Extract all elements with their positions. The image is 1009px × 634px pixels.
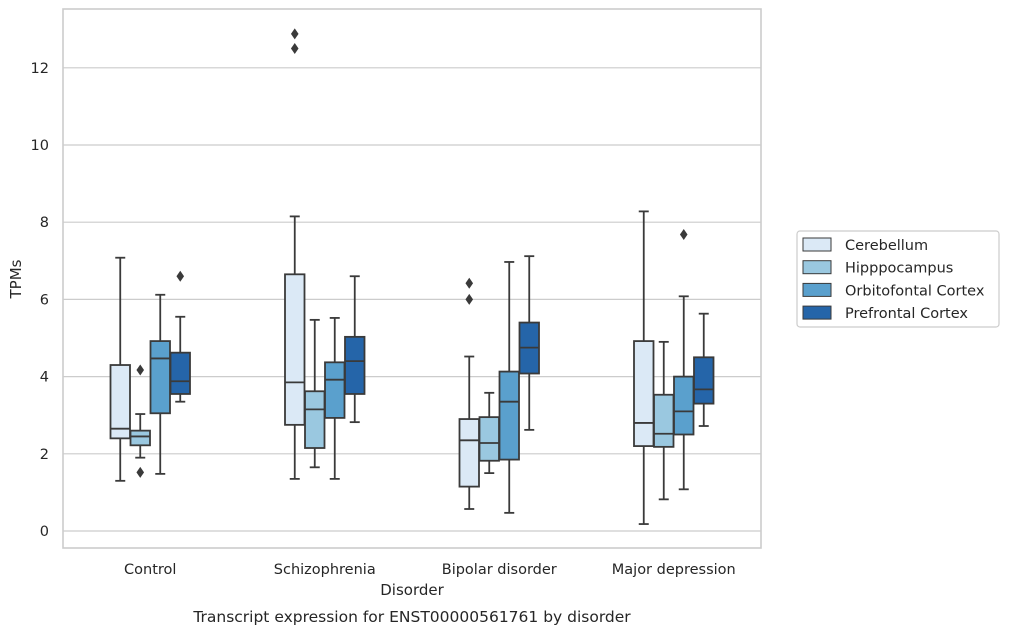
box-plot xyxy=(633,210,655,525)
legend-swatch xyxy=(802,305,832,320)
box-plot xyxy=(304,318,326,469)
box xyxy=(498,370,520,461)
legend-label: Cerebellum xyxy=(845,238,928,254)
legend-frame xyxy=(796,230,1000,328)
outlier-marker xyxy=(465,293,474,305)
box-plot xyxy=(109,256,131,482)
legend[interactable]: Cerebellum Hipppocampus Orbitofontal Corte… xyxy=(796,230,1000,328)
box-plot xyxy=(693,312,715,427)
box xyxy=(109,364,131,440)
x-tick-label: Major depression xyxy=(612,562,736,578)
box xyxy=(673,375,695,436)
box xyxy=(344,335,366,395)
outlier-marker xyxy=(176,270,185,282)
box-plot xyxy=(673,229,695,491)
box-plot xyxy=(169,270,191,403)
x-tick-label: Schizophrenia xyxy=(274,562,376,578)
plot-frame xyxy=(62,8,762,549)
box-plot xyxy=(478,391,500,475)
legend-label: Prefrontal Cortex xyxy=(845,306,968,322)
outlier-marker xyxy=(136,466,145,478)
legend-swatch xyxy=(802,260,832,275)
box xyxy=(169,351,191,395)
box-series xyxy=(109,28,715,525)
chart-title: Transcript expression for ENST0000056176… xyxy=(192,608,631,626)
y-tick-label: 0 xyxy=(40,524,49,540)
box xyxy=(693,356,715,405)
x-axis-label: Disorder xyxy=(380,581,444,599)
box-plot xyxy=(149,293,171,475)
box-plot xyxy=(129,364,151,478)
box xyxy=(304,390,326,449)
box xyxy=(149,340,171,415)
y-tick-label: 12 xyxy=(31,61,49,77)
y-tick-label: 4 xyxy=(40,370,49,386)
legend-swatch xyxy=(802,282,832,297)
box xyxy=(324,361,346,419)
legend-swatch xyxy=(802,237,832,252)
y-tick-label: 6 xyxy=(40,292,49,308)
y-tick-labels: 0 2 4 6 8 10 12 xyxy=(31,61,49,540)
box-plot xyxy=(498,261,520,514)
outlier-marker xyxy=(679,229,688,241)
box-plot xyxy=(458,277,480,510)
legend-label: Hipppocampus xyxy=(845,261,953,277)
box-plot xyxy=(344,275,366,424)
outlier-marker xyxy=(136,364,145,376)
gridlines xyxy=(63,67,761,532)
outlier-marker xyxy=(290,28,299,40)
box-plot xyxy=(284,28,306,480)
box xyxy=(458,418,480,488)
outlier-marker xyxy=(465,277,474,289)
box-plot xyxy=(324,317,346,480)
legend-label: Orbitofontal Cortex xyxy=(845,283,985,299)
box xyxy=(284,273,306,426)
box-plot xyxy=(653,340,675,501)
outlier-marker xyxy=(290,43,299,54)
y-tick-label: 2 xyxy=(40,447,49,463)
x-tick-label: Bipolar disorder xyxy=(442,562,557,578)
x-tick-labels: Control Schizophrenia Bipolar disorder Majo… xyxy=(124,562,736,578)
box xyxy=(653,393,675,448)
box xyxy=(129,429,151,447)
x-tick-label: Control xyxy=(124,562,176,578)
box xyxy=(633,340,655,447)
y-tick-label: 10 xyxy=(31,138,49,154)
box-plot xyxy=(518,255,540,431)
y-axis-label: TPMs xyxy=(7,259,25,299)
box xyxy=(478,416,500,462)
y-tick-label: 8 xyxy=(40,215,49,231)
